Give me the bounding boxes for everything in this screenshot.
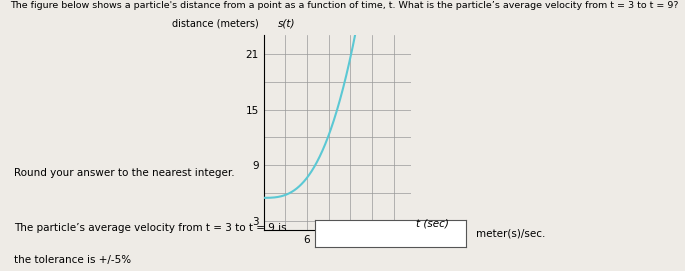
Text: The figure below shows a particle's distance from a point as a function of time,: The figure below shows a particle's dist… (10, 1, 679, 10)
Text: distance (meters): distance (meters) (172, 18, 259, 28)
Text: the tolerance is +/-5%: the tolerance is +/-5% (14, 255, 131, 265)
Text: Round your answer to the nearest integer.: Round your answer to the nearest integer… (14, 169, 234, 178)
Text: The particle’s average velocity from t = 3 to t = 9 is: The particle’s average velocity from t =… (14, 223, 286, 233)
Text: t (sec): t (sec) (416, 219, 449, 228)
Text: s(t): s(t) (277, 18, 295, 28)
Text: meter(s)/sec.: meter(s)/sec. (476, 228, 545, 238)
